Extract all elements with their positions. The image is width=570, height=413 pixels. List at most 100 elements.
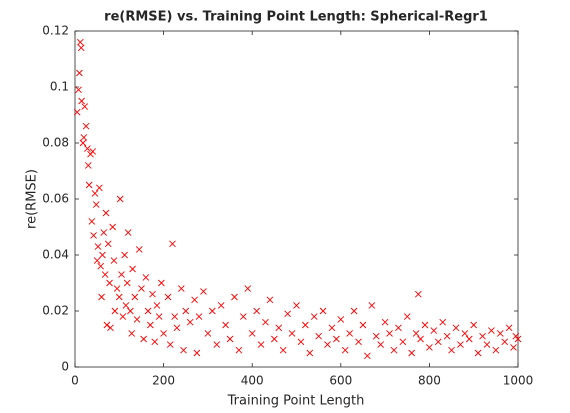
point <box>142 274 150 281</box>
point <box>92 201 100 208</box>
point <box>248 330 256 337</box>
point <box>164 293 172 301</box>
point <box>78 97 85 105</box>
point <box>191 296 198 304</box>
point <box>127 307 134 315</box>
point <box>122 302 130 309</box>
point <box>73 108 81 116</box>
point <box>501 338 509 346</box>
point <box>144 307 152 315</box>
point <box>121 251 128 259</box>
point <box>315 332 322 340</box>
point <box>430 327 438 334</box>
point <box>275 324 283 332</box>
point <box>231 293 238 301</box>
point <box>90 232 97 239</box>
point <box>412 330 420 337</box>
y-tick-label: 0.02 <box>42 304 69 318</box>
point <box>399 338 407 346</box>
point <box>415 290 422 298</box>
point <box>98 293 105 301</box>
point <box>75 86 82 94</box>
point <box>510 344 517 351</box>
point <box>403 313 411 320</box>
point <box>288 330 296 337</box>
point <box>284 310 291 318</box>
point <box>140 335 147 343</box>
point <box>372 332 380 340</box>
point <box>244 285 252 292</box>
point <box>116 195 124 203</box>
point <box>94 243 102 250</box>
point <box>118 271 125 278</box>
point <box>271 335 278 343</box>
point <box>115 293 123 301</box>
point <box>368 302 376 309</box>
point <box>266 296 274 304</box>
point <box>89 148 97 155</box>
point <box>310 313 318 320</box>
point <box>146 321 154 329</box>
point <box>173 324 181 332</box>
point <box>262 318 269 326</box>
point <box>101 271 109 278</box>
point <box>297 338 305 346</box>
point <box>153 302 161 309</box>
point <box>160 330 167 337</box>
point <box>226 335 234 343</box>
point <box>209 307 216 315</box>
point <box>483 341 491 348</box>
point <box>505 324 513 332</box>
point <box>443 332 451 340</box>
point <box>302 321 309 329</box>
point <box>91 190 99 197</box>
point <box>158 279 165 287</box>
point <box>111 307 119 315</box>
point <box>346 330 353 337</box>
point <box>82 122 90 130</box>
point <box>333 335 340 343</box>
point <box>457 341 464 348</box>
point <box>102 209 110 217</box>
point <box>180 346 187 354</box>
point <box>448 346 455 354</box>
point <box>514 335 522 343</box>
point <box>96 184 103 192</box>
x-tick-label: 600 <box>329 374 352 388</box>
point <box>240 313 247 320</box>
y-tick-label: 0.08 <box>42 136 69 150</box>
point <box>350 307 358 315</box>
point <box>171 313 178 320</box>
point <box>104 240 112 248</box>
y-tick-label: 0.1 <box>50 80 69 94</box>
x-tick-label: 0 <box>71 374 79 388</box>
x-tick-label: 1000 <box>503 374 534 388</box>
point <box>279 346 287 354</box>
point <box>421 321 429 329</box>
point <box>107 324 114 332</box>
point <box>359 321 367 329</box>
point <box>386 330 393 337</box>
point <box>155 313 163 320</box>
point <box>124 229 132 236</box>
point <box>324 341 331 348</box>
y-tick-label: 0.12 <box>42 24 69 38</box>
point <box>135 246 143 253</box>
point <box>77 44 85 52</box>
point <box>182 307 190 315</box>
point <box>119 313 127 320</box>
point <box>417 335 424 343</box>
point <box>328 324 336 332</box>
point <box>109 223 116 231</box>
point <box>213 341 221 348</box>
point <box>80 134 88 141</box>
point <box>319 307 327 315</box>
point <box>110 257 118 264</box>
point <box>106 279 113 287</box>
point <box>217 302 225 309</box>
point <box>169 240 176 248</box>
point <box>479 332 486 340</box>
x-axis-label: Training Point Length <box>227 394 365 409</box>
